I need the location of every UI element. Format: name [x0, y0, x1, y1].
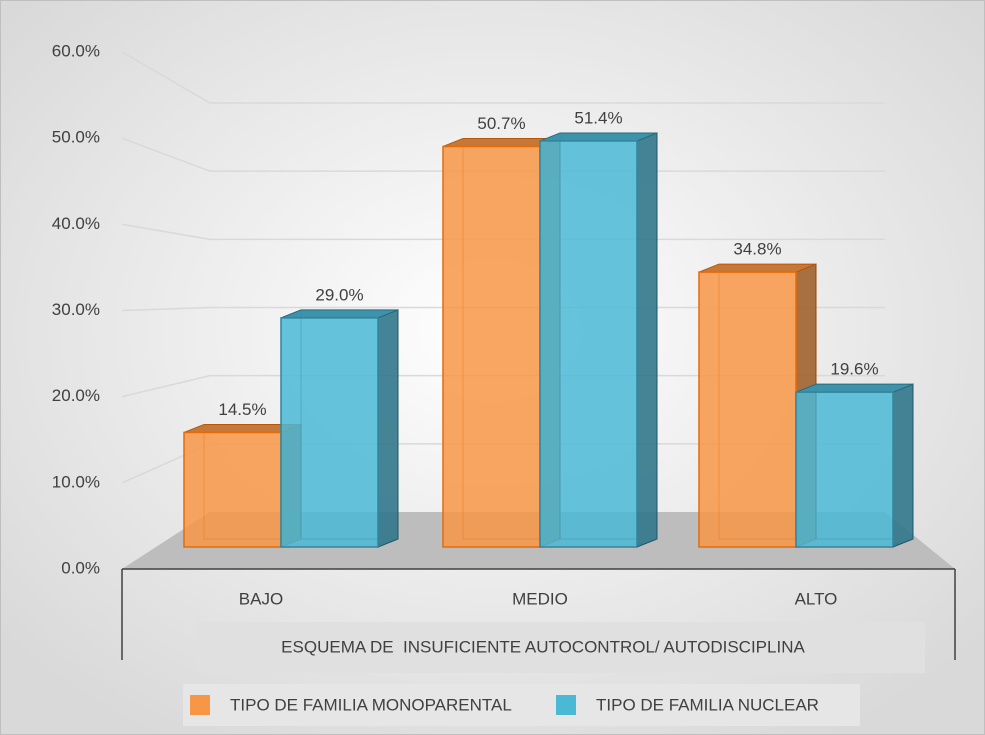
legend-swatch: [190, 695, 210, 715]
bar-top: [539, 132, 658, 142]
grid-line: [121, 374, 885, 398]
bar-back-edge: [718, 264, 816, 540]
bar-back-edge: [203, 424, 301, 540]
bar: [442, 145, 541, 548]
bar-back-edge: [559, 132, 657, 540]
bar-top: [698, 263, 817, 273]
x-tick-label: MEDIO: [512, 589, 568, 608]
bar-back-edge: [815, 384, 913, 540]
x-tick-label: ALTO: [795, 589, 838, 608]
bar: [280, 317, 379, 548]
bar-side: [377, 309, 399, 548]
data-label: 50.7%: [477, 114, 525, 133]
y-tick-label: 40.0%: [52, 214, 100, 233]
y-tick-label: 50.0%: [52, 128, 100, 147]
bar-back-edge: [462, 138, 560, 540]
legend-swatch: [556, 695, 576, 715]
data-label: 29.0%: [315, 285, 363, 304]
x-title-box: [197, 622, 925, 673]
legend-label: TIPO DE FAMILIA MONOPARENTAL: [230, 695, 512, 714]
x-axis-title: ESQUEMA DE INSUFICIENTE AUTOCONTROL/ AUT…: [281, 637, 805, 656]
y-tick-label: 0.0%: [61, 558, 100, 577]
y-tick-label: 30.0%: [52, 300, 100, 319]
grid-line: [121, 51, 885, 104]
bar: [539, 140, 638, 548]
data-label: 14.5%: [218, 400, 266, 419]
grid-line: [121, 223, 885, 241]
legend-label: TIPO DE FAMILIA NUCLEAR: [596, 695, 819, 714]
bar-side: [892, 383, 914, 548]
bar: [183, 431, 282, 548]
grid-line: [121, 306, 885, 312]
legend: TIPO DE FAMILIA MONOPARENTAL TIPO DE FAMI…: [190, 695, 819, 715]
bar: [698, 271, 797, 548]
data-label: 19.6%: [830, 360, 878, 379]
bar-top: [795, 383, 914, 393]
data-label: 51.4%: [574, 108, 622, 127]
x-tick-label: BAJO: [239, 589, 283, 608]
y-tick-label: 10.0%: [52, 472, 100, 491]
bars: [183, 132, 914, 548]
legend-box: [183, 684, 860, 726]
grid-line: [121, 137, 885, 172]
y-tick-label: 60.0%: [52, 41, 100, 60]
data-label: 34.8%: [733, 240, 781, 259]
bar-back-edge: [300, 309, 398, 540]
bar-top: [280, 309, 399, 319]
bar: [795, 391, 894, 548]
bar-side: [636, 132, 658, 548]
y-tick-label: 20.0%: [52, 386, 100, 405]
